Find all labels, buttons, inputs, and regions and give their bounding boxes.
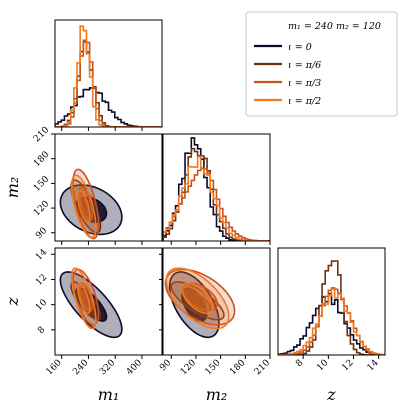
xtick-label-m1: 240 bbox=[71, 358, 90, 377]
ytick-label-m2: 180 bbox=[32, 150, 51, 169]
contour-panel-m1-z bbox=[54, 247, 163, 356]
contour-panel-m1-m2 bbox=[54, 133, 163, 242]
histogram-m2-series-4 bbox=[163, 155, 270, 241]
histogram-z-series-1 bbox=[278, 292, 385, 355]
ylabel-m2: m₂ bbox=[3, 177, 22, 199]
xtick-label-z: 14 bbox=[366, 358, 381, 373]
xtick-label-m1: 400 bbox=[125, 358, 144, 377]
xtick-label-z: 8 bbox=[294, 358, 305, 369]
histogram-m1-series-4 bbox=[55, 25, 162, 127]
contour-inner-m2_z-series-4 bbox=[181, 282, 215, 315]
ytick-label-z: 14 bbox=[34, 247, 49, 262]
contour-inner-m1_m2-series-4 bbox=[76, 189, 91, 223]
xtick-label-m2: 120 bbox=[179, 358, 198, 377]
histogram-z-series-4 bbox=[278, 288, 385, 355]
ytick-label-z: 8 bbox=[36, 325, 47, 336]
xtick-label-m2: 210 bbox=[253, 358, 272, 377]
xtick-label-m2: 90 bbox=[158, 358, 173, 373]
contour-panel-m2-z bbox=[162, 247, 271, 356]
contour-outer-m1_z-series-4 bbox=[70, 267, 97, 330]
marginal-panel-m1 bbox=[54, 19, 163, 128]
ytick-label-m2: 210 bbox=[32, 125, 51, 144]
panel-frame bbox=[162, 133, 271, 242]
marginal-panel-z bbox=[277, 247, 386, 356]
contour-inner-m1_z-series-4 bbox=[76, 282, 91, 315]
xlabel-z: z bbox=[326, 385, 336, 404]
panel-frame bbox=[162, 247, 271, 356]
contour-outer-m1_m2-series-3 bbox=[72, 168, 100, 240]
contour-outer-m1_m2-series-4 bbox=[70, 174, 97, 239]
legend-entry-1: ι = 0 bbox=[288, 42, 312, 53]
xtick-label-z: 10 bbox=[315, 358, 330, 373]
xtick-label-m1: 320 bbox=[98, 358, 117, 377]
marginal-panel-m2 bbox=[162, 133, 271, 242]
panel-frame bbox=[54, 247, 163, 356]
legend-entry-2: ι = π/6 bbox=[288, 60, 321, 71]
xtick-label-m1: 160 bbox=[45, 358, 64, 377]
ytick-label-m2: 90 bbox=[34, 226, 49, 241]
xtick-label-z: 12 bbox=[340, 358, 355, 373]
ytick-label-z: 12 bbox=[34, 273, 49, 288]
legend-header: m₁ = 240 m₂ = 120 bbox=[288, 21, 381, 32]
panel-frame bbox=[54, 133, 163, 242]
histogram-z-series-2 bbox=[278, 260, 385, 355]
xlabel-m2: m₂ bbox=[206, 385, 228, 404]
xlabel-m1: m₁ bbox=[98, 385, 120, 404]
legend-box bbox=[245, 11, 398, 117]
panel-frame bbox=[54, 19, 163, 128]
histogram-m1-series-2 bbox=[55, 41, 162, 127]
xtick-label-m2: 150 bbox=[204, 358, 223, 377]
xtick-label-m2: 180 bbox=[228, 358, 247, 377]
legend-entry-4: ι = π/2 bbox=[288, 96, 321, 107]
ytick-label-m2: 150 bbox=[32, 174, 51, 193]
contour-outer-m2_z-series-4 bbox=[165, 267, 230, 330]
legend-entry-3: ι = π/3 bbox=[288, 78, 321, 89]
ylabel-z: z bbox=[3, 297, 22, 307]
legend: m₁ = 240 m₂ = 120 ι = 0 ι = π/6 ι = π/3 ι = … bbox=[245, 11, 398, 117]
ytick-label-z: 10 bbox=[34, 298, 49, 313]
ytick-label-m2: 120 bbox=[32, 199, 51, 218]
histogram-m1-series-3 bbox=[55, 39, 162, 127]
panel-frame bbox=[277, 247, 386, 356]
